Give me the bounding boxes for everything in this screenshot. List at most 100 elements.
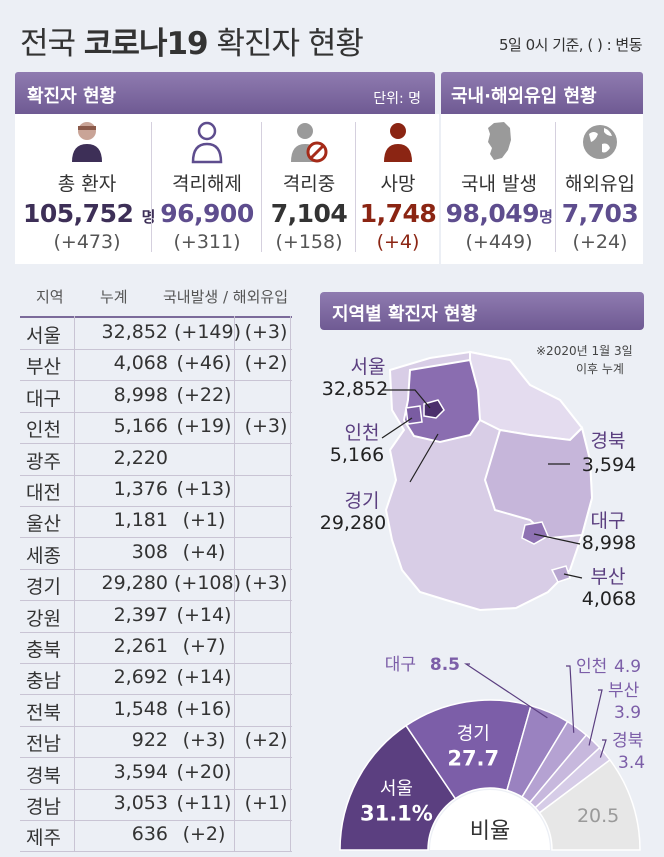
leader-busan <box>563 573 583 579</box>
table-row: 제주 636 (+2) <box>20 820 292 853</box>
leader-gyeonggi <box>409 433 439 483</box>
table-row: 세종 308 (+4) <box>20 538 292 570</box>
slice-leader-line <box>464 663 548 719</box>
slice-label-name: 인천 <box>576 657 607 677</box>
stat-value: 98,049명 <box>443 199 555 228</box>
cell-region: 대구 <box>26 387 61 410</box>
table-row: 경기 29,280 (+108) (+3) <box>20 569 292 602</box>
globe-icon <box>580 120 620 168</box>
col-divider <box>290 316 291 851</box>
cell-domestic: (+7) <box>182 635 226 657</box>
stat-change: (+311) <box>173 231 241 253</box>
map-label-gyeonggi-value: 29,280 <box>319 512 387 534</box>
slice-leader-line <box>599 739 607 758</box>
cell-total: 2,692 <box>113 666 168 689</box>
summary-card: 총 환자 105,752 명 (+473) 격리해제 96,900 (+311)… <box>15 114 643 264</box>
cell-domestic: (+14) <box>176 603 232 626</box>
map-note-1: ※2020년 1월 3일 <box>536 344 633 358</box>
stat-change: (+158) <box>275 231 343 253</box>
cell-region: 충남 <box>26 670 61 693</box>
stat-label: 격리해제 <box>172 173 242 195</box>
table-row: 경북 3,594 (+20) <box>20 758 292 790</box>
slice-label-name: 부산 <box>608 681 640 701</box>
cell-region: 전남 <box>26 733 61 756</box>
basis-note: 5일 0시 기준, ( ) : 변동 <box>498 36 643 54</box>
stat-change: (+449) <box>465 231 533 253</box>
map-incheon <box>405 405 423 425</box>
title-prefix: 전국 <box>20 26 76 62</box>
stat-value: 7,703 <box>561 199 639 228</box>
donut-center <box>430 790 550 850</box>
table-row: 강원 2,397 (+14) <box>20 601 292 633</box>
cell-domestic: (+46) <box>176 352 232 375</box>
panel-gap <box>439 114 441 264</box>
map-label-gyeongbuk-value: 3,594 <box>581 454 637 476</box>
cell-region: 세종 <box>26 544 61 567</box>
divider <box>261 122 262 252</box>
chart-title: 비율 <box>470 819 510 844</box>
title-bold: 코로나19 <box>83 26 209 62</box>
cell-total: 308 <box>131 540 168 563</box>
cell-total: 3,053 <box>113 792 168 814</box>
slice-leader-line <box>566 665 575 733</box>
divider <box>555 122 556 252</box>
table-row: 울산 1,181 (+1) <box>20 506 292 539</box>
map-header: 지역별 확진자 현황 <box>320 292 644 330</box>
cell-domestic: (+108) <box>174 572 242 595</box>
slice-label-value: 20.5 <box>577 805 619 827</box>
cell-total: 636 <box>131 823 168 846</box>
cell-domestic: (+4) <box>182 540 226 563</box>
cell-total: 29,280 <box>101 572 168 595</box>
cell-region: 광주 <box>26 450 61 473</box>
cell-total: 4,068 <box>113 352 168 375</box>
korea-map-icon <box>484 120 514 168</box>
map-heading: 지역별 확진자 현황 <box>332 304 478 325</box>
map-label-busan-name: 부산 <box>590 566 626 588</box>
cell-domestic: (+14) <box>176 666 232 689</box>
cell-domestic: (+11) <box>176 792 232 814</box>
slice-label-value: 27.7 <box>447 746 499 770</box>
cell-region: 제주 <box>26 827 61 850</box>
col-header-domestic-overseas: 국내발생 / 해외유입 <box>163 288 288 306</box>
map-label-daegu-name: 대구 <box>590 510 626 532</box>
stat-isolated: 격리중 7,104 (+158) <box>263 114 355 264</box>
stat-label: 국내 발생 <box>461 173 537 195</box>
map-label-incheon-value: 5,166 <box>329 444 385 466</box>
col-header-total: 누계 <box>100 288 128 306</box>
stat-overseas: 해외유입 7,703 (+24) <box>557 114 643 264</box>
cell-region: 경기 <box>26 576 61 599</box>
cell-domestic: (+19) <box>176 415 232 438</box>
cell-region: 울산 <box>26 513 61 536</box>
stat-unit: 명 <box>539 208 553 226</box>
cell-domestic: (+20) <box>176 760 232 783</box>
col-header-region: 지역 <box>36 288 64 306</box>
cell-domestic: (+22) <box>176 383 232 406</box>
cell-total: 922 <box>131 729 168 752</box>
table-row: 충남 2,692 (+14) <box>20 663 292 696</box>
slice-label-value: 8.5 <box>430 655 460 675</box>
stat-label: 격리중 <box>282 173 336 195</box>
cell-domestic: (+2) <box>182 823 226 846</box>
page-title: 전국 코로나19 확진자 현황 <box>20 18 364 63</box>
cell-total: 1,376 <box>113 478 168 500</box>
stat-domestic: 국내 발생 98,049명 (+449) <box>443 114 555 264</box>
slice-leader-line <box>588 689 603 746</box>
cell-total: 5,166 <box>113 415 168 438</box>
slice-label-value: 4.9 <box>614 657 641 677</box>
cell-region: 서울 <box>26 325 61 347</box>
person-outline-icon <box>190 120 224 168</box>
cell-region: 인천 <box>26 419 61 442</box>
leader-seoul <box>382 389 431 409</box>
stat-death: 사망 1,748 (+4) <box>357 114 439 264</box>
stat-change: (+4) <box>376 231 420 253</box>
stat-value: 1,748 <box>359 199 437 228</box>
table-row: 서울 32,852 (+149) (+3) <box>20 318 292 350</box>
cell-total: 1,548 <box>113 697 168 720</box>
table-row: 전남 922 (+3) (+2) <box>20 726 292 759</box>
cell-overseas: (+3) <box>244 321 288 343</box>
map-busan <box>550 565 571 583</box>
map-label-daegu-value: 8,998 <box>581 532 637 554</box>
cell-region: 대전 <box>26 482 61 504</box>
map-gyeongbuk <box>483 426 594 540</box>
stat-change: (+473) <box>53 231 121 253</box>
